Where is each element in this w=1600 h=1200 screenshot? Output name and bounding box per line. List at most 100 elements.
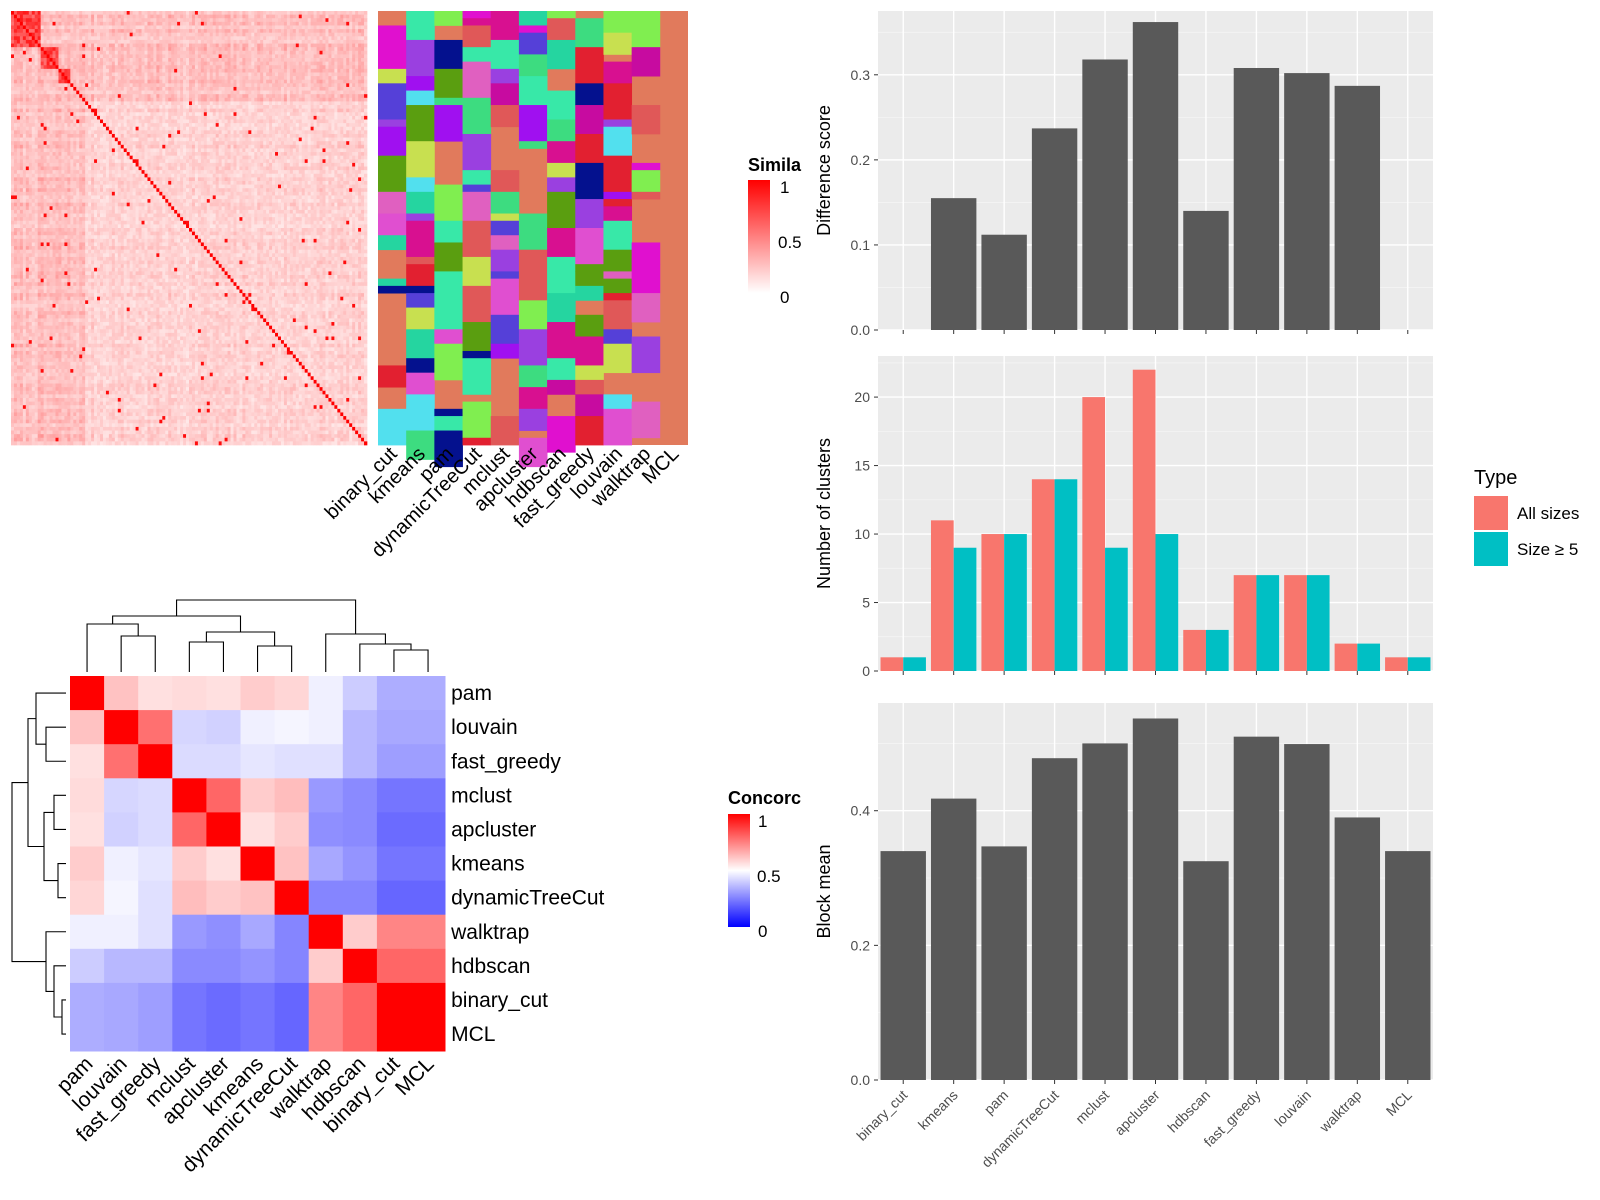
heatmap-cell xyxy=(263,130,267,135)
heatmap-cell xyxy=(177,39,181,44)
heatmap-cell xyxy=(186,76,190,81)
heatmap-cell xyxy=(331,14,335,19)
heatmap-cell xyxy=(165,159,169,164)
heatmap-cell xyxy=(361,36,365,41)
heatmap-cell xyxy=(269,50,273,55)
heatmap-cell xyxy=(292,126,297,131)
heatmap-cell xyxy=(215,14,220,19)
heatmap-cell xyxy=(100,130,104,135)
heatmap-cell xyxy=(159,72,163,77)
heatmap-cell xyxy=(191,25,196,30)
heatmap-cell xyxy=(129,14,133,19)
heatmap-cell xyxy=(82,65,86,70)
heatmap-cell xyxy=(337,105,341,109)
heatmap-cell xyxy=(144,54,148,59)
heatmap-cell xyxy=(289,21,294,26)
heatmap-cell xyxy=(58,14,62,19)
heatmap-cell xyxy=(364,90,368,95)
heatmap-cell xyxy=(325,141,329,146)
heatmap-cell xyxy=(301,79,306,84)
heatmap-cell xyxy=(174,126,178,131)
heatmap-cell xyxy=(25,133,30,138)
heatmap-cell xyxy=(239,58,243,62)
heatmap-cell xyxy=(117,54,122,59)
heatmap-cell xyxy=(156,133,160,138)
heatmap-cell xyxy=(307,11,311,15)
heatmap-cell xyxy=(292,86,297,91)
heatmap-cell xyxy=(11,152,15,157)
heatmap-cell xyxy=(340,83,344,88)
heatmap-cell xyxy=(218,130,222,135)
heatmap-cell xyxy=(289,112,294,117)
heatmap-cell xyxy=(224,115,228,120)
heatmap-cell xyxy=(337,101,341,106)
heatmap-cell xyxy=(346,21,350,26)
heatmap-cell xyxy=(295,148,300,153)
heatmap-cell xyxy=(283,144,288,149)
heatmap-cell xyxy=(171,32,175,37)
heatmap-cell xyxy=(117,72,122,77)
heatmap-cell xyxy=(147,123,151,128)
heatmap-cell xyxy=(171,148,175,153)
heatmap-cell xyxy=(197,141,202,146)
heatmap-cell xyxy=(11,39,15,44)
heatmap-cell xyxy=(275,65,279,70)
heatmap-cell xyxy=(102,79,107,84)
heatmap-cell xyxy=(168,65,172,70)
heatmap-cell xyxy=(34,65,39,70)
heatmap-cell xyxy=(100,18,104,23)
heatmap-cell xyxy=(275,43,279,48)
heatmap-cell xyxy=(272,79,276,84)
heatmap-cell xyxy=(123,61,128,66)
heatmap-cell xyxy=(165,79,169,84)
heatmap-cell xyxy=(43,11,47,15)
heatmap-cell xyxy=(349,144,353,149)
heatmap-cell xyxy=(286,32,291,37)
heatmap-cell xyxy=(156,112,160,117)
heatmap-cell xyxy=(94,79,98,84)
heatmap-cell xyxy=(269,123,273,128)
heatmap-cell xyxy=(343,83,347,88)
heatmap-cell xyxy=(22,144,27,149)
heatmap-cell xyxy=(150,105,154,109)
heatmap-cell xyxy=(233,101,237,106)
heatmap-cell xyxy=(76,90,80,95)
heatmap-cell xyxy=(346,130,350,135)
heatmap-cell xyxy=(76,152,80,157)
heatmap-cell xyxy=(263,50,267,55)
heatmap-cell xyxy=(100,36,104,41)
heatmap-cell xyxy=(156,14,160,19)
heatmap-cell xyxy=(248,21,252,26)
heatmap-cell xyxy=(206,54,211,59)
heatmap-cell xyxy=(13,86,18,91)
heatmap-cell xyxy=(123,29,128,34)
heatmap-cell xyxy=(144,65,148,70)
heatmap-cell xyxy=(55,86,59,91)
heatmap-cell xyxy=(31,148,36,153)
heatmap-cell xyxy=(310,94,314,99)
heatmap-cell xyxy=(147,155,151,160)
heatmap-cell xyxy=(135,54,139,59)
heatmap-cell xyxy=(76,21,80,26)
heatmap-cell xyxy=(141,137,145,142)
heatmap-cell xyxy=(209,123,214,128)
heatmap-cell xyxy=(194,79,199,84)
similarity-heatmap xyxy=(11,11,368,446)
heatmap-cell xyxy=(251,148,255,153)
heatmap-cell xyxy=(346,32,350,37)
heatmap-cell xyxy=(343,39,347,44)
heatmap-cell xyxy=(191,83,196,88)
heatmap-cell xyxy=(180,108,184,113)
heatmap-cell xyxy=(13,101,18,106)
heatmap-cell xyxy=(275,148,279,153)
heatmap-cell xyxy=(263,54,267,59)
heatmap-cell xyxy=(168,86,172,91)
heatmap-cell xyxy=(322,11,326,15)
heatmap-cell xyxy=(325,130,329,135)
heatmap-cell xyxy=(275,18,279,23)
heatmap-cell xyxy=(361,90,365,95)
heatmap-cell xyxy=(224,97,228,102)
heatmap-cell xyxy=(221,36,225,41)
heatmap-cell xyxy=(227,123,231,128)
heatmap-cell xyxy=(105,58,110,62)
